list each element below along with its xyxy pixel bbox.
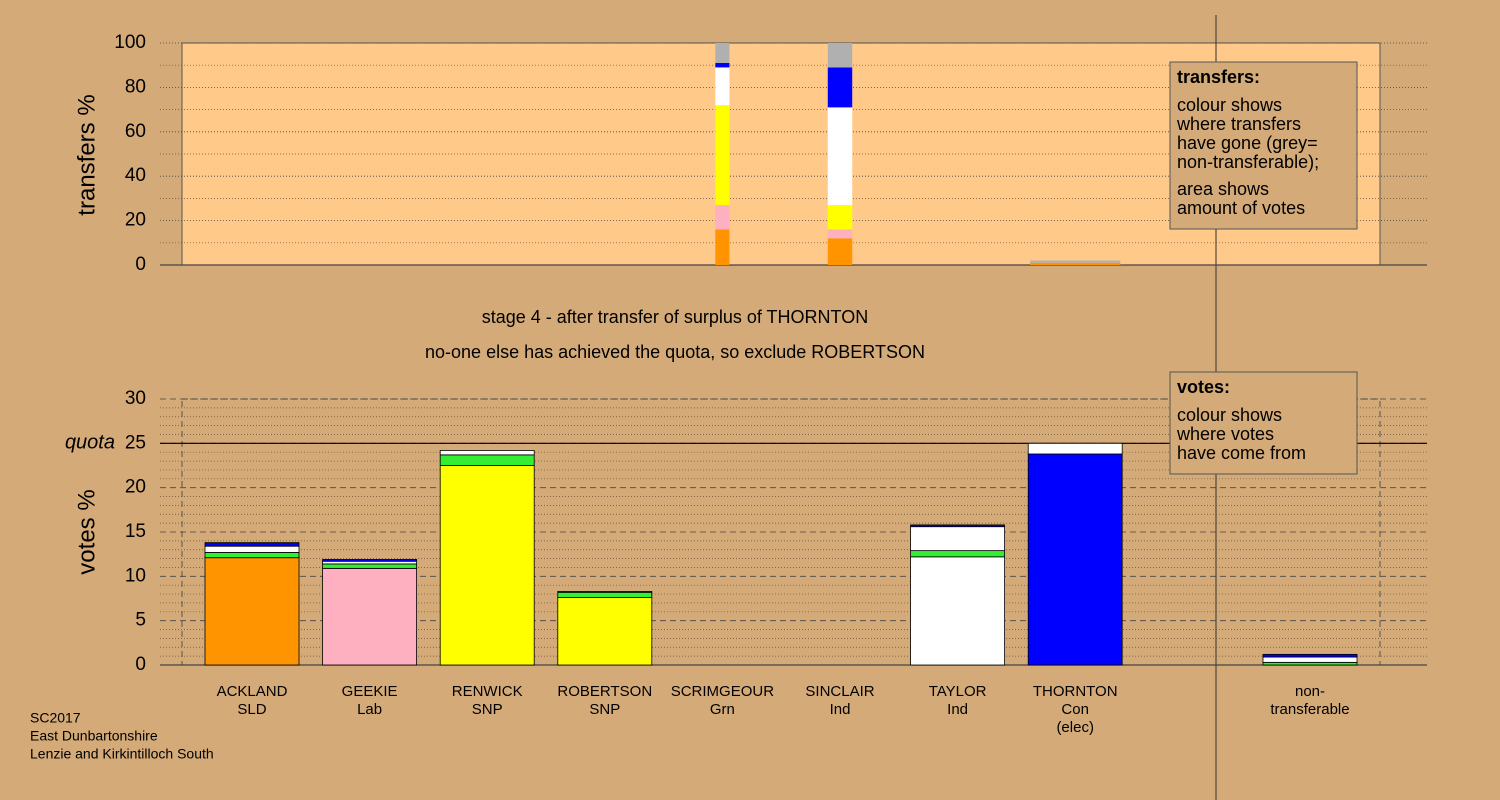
bar-segment <box>715 43 730 63</box>
bar-segment <box>204 542 300 547</box>
x-tick-label: SNP <box>589 701 620 718</box>
info-box-line: non-transferable); <box>1177 152 1319 172</box>
x-tick-label: Con <box>1061 701 1089 718</box>
bar-segment <box>910 550 1005 558</box>
bar-segment <box>827 205 853 230</box>
bar-segment <box>1030 262 1121 265</box>
axis-label: transfers % <box>73 94 100 215</box>
bar-segment <box>322 563 418 569</box>
bar-segment <box>910 524 1005 528</box>
y-tick-label: 100 <box>114 32 146 53</box>
bar-segment <box>322 567 418 666</box>
bar-segment <box>204 551 300 559</box>
bar-segment <box>715 205 730 230</box>
bar-segment <box>557 591 653 593</box>
bar-segment <box>715 67 730 106</box>
x-tick-label: Grn <box>710 701 735 718</box>
info-box-line: colour shows <box>1177 95 1282 115</box>
footer-line: East Dunbartonshire <box>30 728 158 744</box>
info-box <box>1169 61 1358 230</box>
footer-line: SC2017 <box>30 710 81 726</box>
info-box-line: have gone (grey= <box>1177 133 1318 153</box>
x-tick-label: ACKLAND <box>217 683 288 700</box>
x-tick-label: transferable <box>1270 701 1349 718</box>
bar-segment <box>1262 653 1358 658</box>
bar-segment <box>204 545 300 553</box>
footer-line: Lenzie and Kirkintilloch South <box>30 746 214 762</box>
x-tick-label: RENWICK <box>452 683 523 700</box>
info-box-line: area shows <box>1177 179 1269 199</box>
info-box <box>1169 371 1358 475</box>
bar-segment <box>827 107 853 206</box>
y-tick-label: 0 <box>135 654 146 675</box>
bar-segment <box>439 450 535 456</box>
bar-segment <box>827 229 853 239</box>
info-box-title: transfers: <box>1177 67 1260 87</box>
y-tick-label: 20 <box>125 477 146 498</box>
bar-segment <box>1262 656 1358 663</box>
axis-label: votes % <box>73 489 100 574</box>
info-box-line: where votes <box>1176 424 1274 444</box>
y-tick-label: 15 <box>125 521 146 542</box>
info-box-line: amount of votes <box>1177 198 1305 218</box>
x-tick-label: SCRIMGEOUR <box>671 683 775 700</box>
bar-segment <box>715 105 730 206</box>
info-box-line: have come from <box>1177 443 1306 463</box>
bar-segment <box>1027 442 1123 455</box>
bar-segment <box>557 591 653 599</box>
y-tick-label: 80 <box>125 76 146 97</box>
y-tick-label: 20 <box>125 210 146 231</box>
x-tick-label: TAYLOR <box>929 683 987 700</box>
chart-title: stage 4 - after transfer of surplus of T… <box>482 307 868 327</box>
y-tick-label: 30 <box>125 388 146 409</box>
x-tick-label: THORNTON <box>1033 683 1118 700</box>
chart-title: no-one else has achieved the quota, so e… <box>425 342 925 362</box>
bar-segment <box>1030 260 1121 263</box>
bar-segment <box>557 597 653 666</box>
info-box-line: colour shows <box>1177 405 1282 425</box>
bar-segment <box>827 238 853 265</box>
y-tick-label: 10 <box>125 565 146 586</box>
x-tick-label: (elec) <box>1056 719 1094 736</box>
bar-segment <box>322 559 418 562</box>
x-tick-label: SINCLAIR <box>805 683 874 700</box>
x-tick-label: Ind <box>830 701 851 718</box>
bar-segment <box>715 62 730 68</box>
bar-segment <box>827 43 853 68</box>
bar-segment <box>910 556 1005 666</box>
y-tick-label: 25 <box>125 432 146 453</box>
y-tick-label: 5 <box>135 610 146 631</box>
x-tick-label: GEEKIE <box>342 683 398 700</box>
info-box-line: where transfers <box>1176 114 1301 134</box>
x-tick-label: Lab <box>357 701 382 718</box>
y-tick-label: 40 <box>125 165 146 186</box>
x-tick-label: Ind <box>947 701 968 718</box>
bar-segment <box>910 526 1005 552</box>
bar-segment <box>439 465 535 666</box>
x-tick-label: SLD <box>237 701 266 718</box>
y-tick-label: 0 <box>135 254 146 275</box>
bar-segment <box>827 67 853 108</box>
bar-segment <box>439 454 535 466</box>
bar-segment <box>715 229 730 265</box>
x-tick-label: ROBERTSON <box>557 683 652 700</box>
y-tick-label: 60 <box>125 121 146 142</box>
x-tick-label: SNP <box>472 701 503 718</box>
info-box-title: votes: <box>1177 377 1230 397</box>
quota-label: quota <box>65 432 115 454</box>
bar-segment <box>204 557 300 666</box>
x-tick-label: non- <box>1295 683 1325 700</box>
bar-segment <box>1027 453 1123 666</box>
